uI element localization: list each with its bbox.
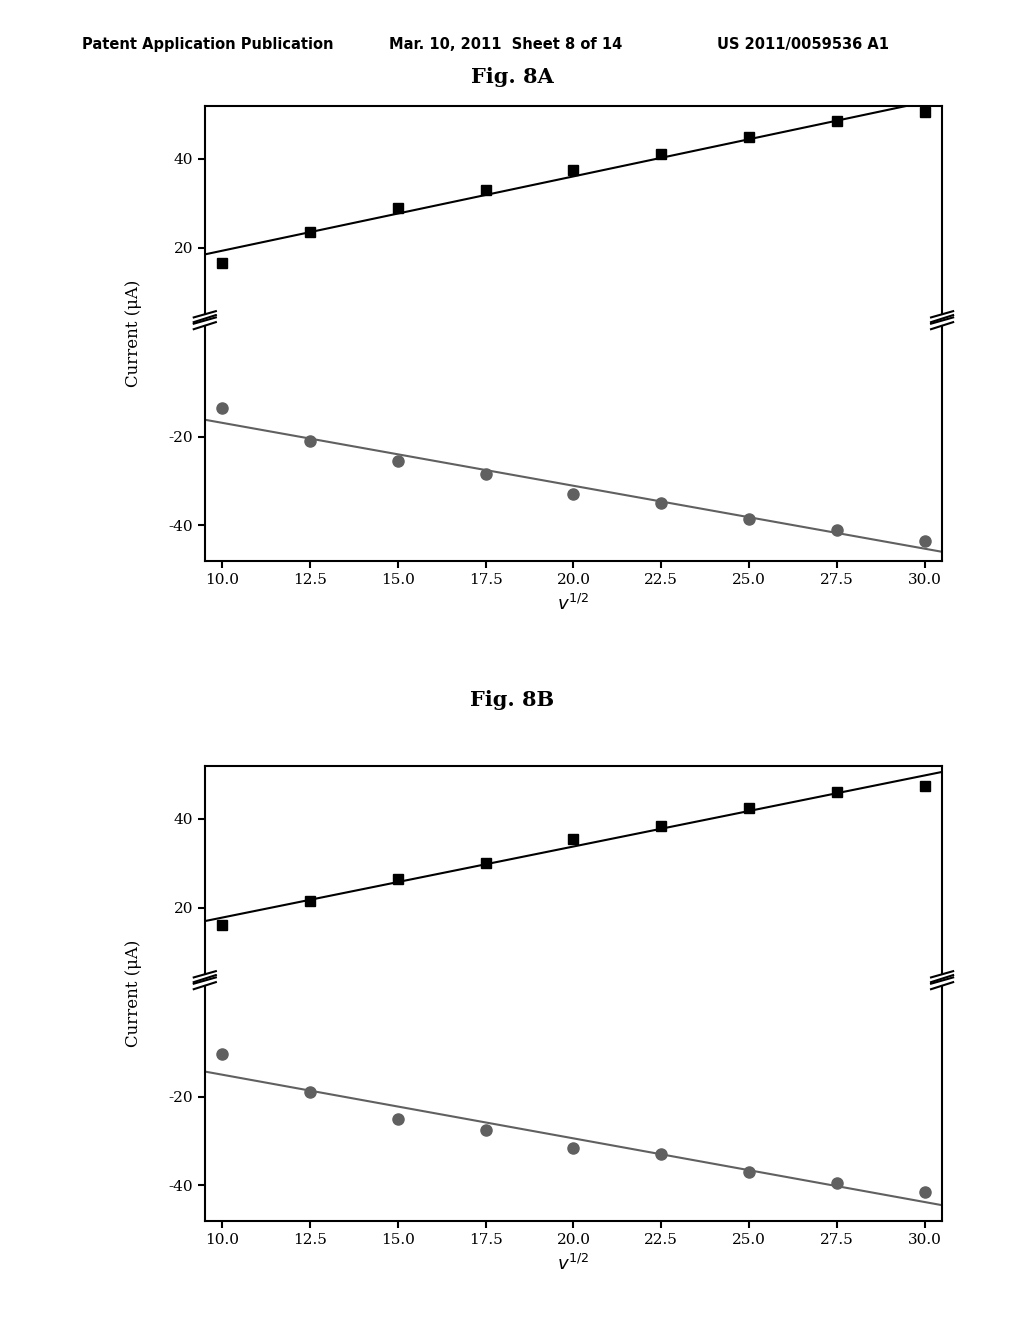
Text: Patent Application Publication: Patent Application Publication — [82, 37, 334, 51]
X-axis label: $v^{1/2}$: $v^{1/2}$ — [557, 594, 590, 614]
Text: Fig. 8A: Fig. 8A — [471, 66, 553, 87]
Text: Current (μA): Current (μA) — [125, 940, 141, 1047]
Text: Fig. 8B: Fig. 8B — [470, 689, 554, 710]
Text: US 2011/0059536 A1: US 2011/0059536 A1 — [717, 37, 889, 51]
X-axis label: $v^{1/2}$: $v^{1/2}$ — [557, 1254, 590, 1274]
Text: Current (μA): Current (μA) — [125, 280, 141, 387]
Text: Mar. 10, 2011  Sheet 8 of 14: Mar. 10, 2011 Sheet 8 of 14 — [389, 37, 623, 51]
